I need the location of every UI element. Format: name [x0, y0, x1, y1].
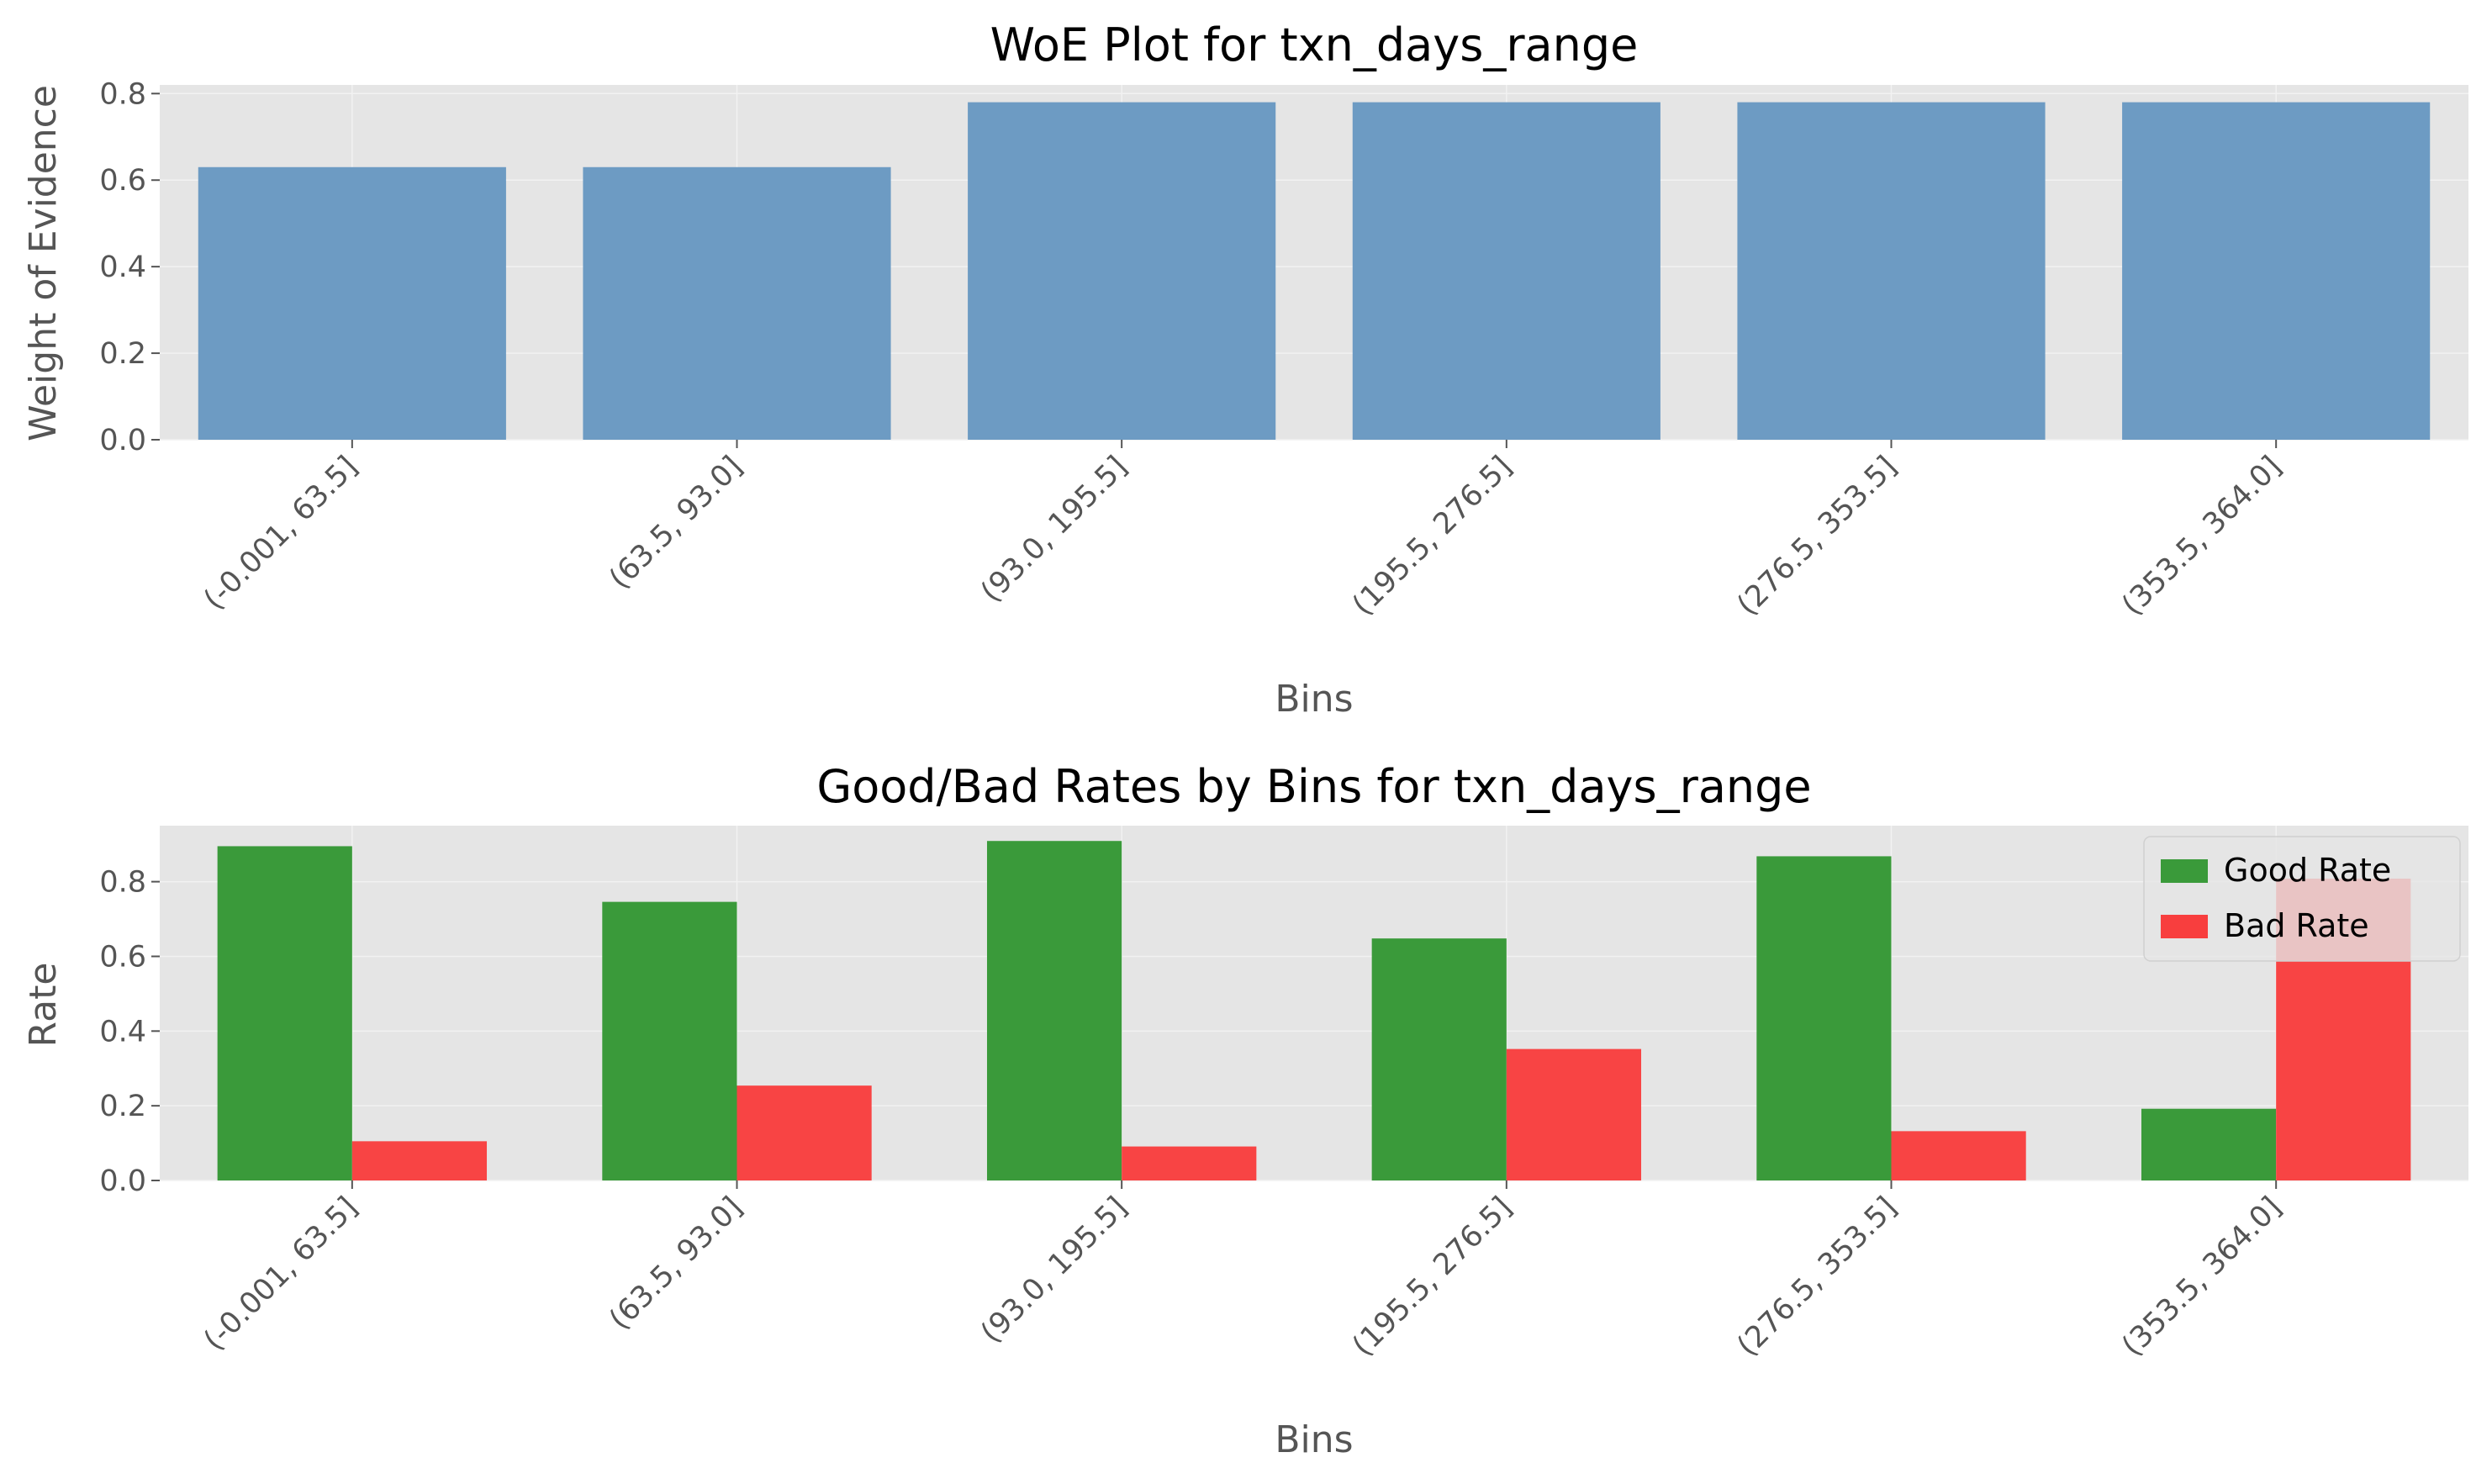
rates-x-tick-label: (-0.001, 63.5] [198, 1191, 364, 1357]
good-rate-bar [1756, 856, 1892, 1180]
bad-rate-bar [1122, 1146, 1257, 1180]
good-rate-bar [986, 841, 1122, 1180]
rates-x-tick-label: (195.5, 276.5] [1346, 1191, 1518, 1363]
woe-x-tick-label: (276.5, 353.5] [1731, 450, 1903, 622]
woe-x-tick-label: (63.5, 93.0] [603, 450, 749, 596]
woe-x-tick-label: (195.5, 276.5] [1346, 450, 1518, 622]
woe-chart-title: WoE Plot for txn_days_range [990, 18, 1639, 71]
rates-y-tick-label: 0.8 [99, 866, 146, 900]
legend-swatch [2161, 859, 2208, 883]
rates-x-tick-label: (276.5, 353.5] [1731, 1191, 1903, 1363]
legend-box [2143, 836, 2461, 962]
woe-x-tick-label: (93.0, 195.5] [974, 450, 1133, 609]
rates-legend: Good Rate Bad Rate [2143, 836, 2461, 962]
woe-bar [2122, 102, 2431, 441]
woe-bar [1352, 102, 1660, 441]
woe-x-axis-label: Bins [1275, 678, 1353, 721]
legend-label: Good Rate [2224, 852, 2391, 889]
rates-x-axis-label: Bins [1275, 1418, 1353, 1461]
legend-label: Bad Rate [2224, 907, 2369, 944]
woe-plot-background [160, 85, 2468, 440]
good-rate-bar [2141, 1108, 2277, 1180]
good-rate-bar [1371, 938, 1507, 1180]
legend-swatch [2161, 915, 2208, 938]
good-rate-bar [602, 901, 737, 1180]
woe-y-tick-label: 0.4 [99, 251, 146, 284]
rates-plot-area: 0.0 0.2 0.4 0.6 0.8 (-0.001, 63.5] (63.5, 93.0… [99, 826, 2468, 1363]
woe-y-axis-label: Weight of Evidence [22, 85, 65, 441]
woe-y-tick-label: 0.0 [99, 424, 146, 457]
woe-x-tick-label: (-0.001, 63.5] [198, 450, 364, 616]
good-rate-bar [217, 846, 352, 1180]
rates-x-tick-label: (353.5, 364.0] [2115, 1191, 2288, 1363]
bad-rate-bar [351, 1141, 488, 1180]
rates-plot-background [160, 826, 2468, 1180]
bad-rate-bar [1506, 1048, 1642, 1180]
woe-bar [583, 166, 891, 440]
rates-x-tick-label: (93.0, 195.5] [974, 1191, 1133, 1349]
woe-bar [1737, 102, 2046, 441]
woe-y-tick-label: 0.2 [99, 337, 146, 371]
rates-chart-title: Good/Bad Rates by Bins for txn_days_rang… [816, 760, 1811, 813]
rates-x-tick-label: (63.5, 93.0] [603, 1191, 749, 1337]
woe-y-tick-label: 0.8 [99, 77, 146, 111]
woe-plot-area: 0.0 0.2 0.4 0.6 0.8 (-0.001, 63.5] (63.5, 93.0… [99, 77, 2468, 622]
rates-y-tick-label: 0.2 [99, 1090, 146, 1123]
rates-y-tick-label: 0.6 [99, 940, 146, 974]
rates-y-tick-label: 0.0 [99, 1164, 146, 1198]
woe-x-tick-label: (353.5, 364.0] [2115, 450, 2288, 622]
woe-bar [198, 166, 506, 440]
woe-bar [968, 102, 1276, 441]
woe-y-tick-label: 0.6 [99, 164, 146, 198]
rates-y-axis-label: Rate [22, 963, 65, 1048]
bad-rate-bar [1891, 1131, 2026, 1180]
rates-y-tick-label: 0.4 [99, 1015, 146, 1048]
bad-rate-bar [737, 1085, 872, 1180]
